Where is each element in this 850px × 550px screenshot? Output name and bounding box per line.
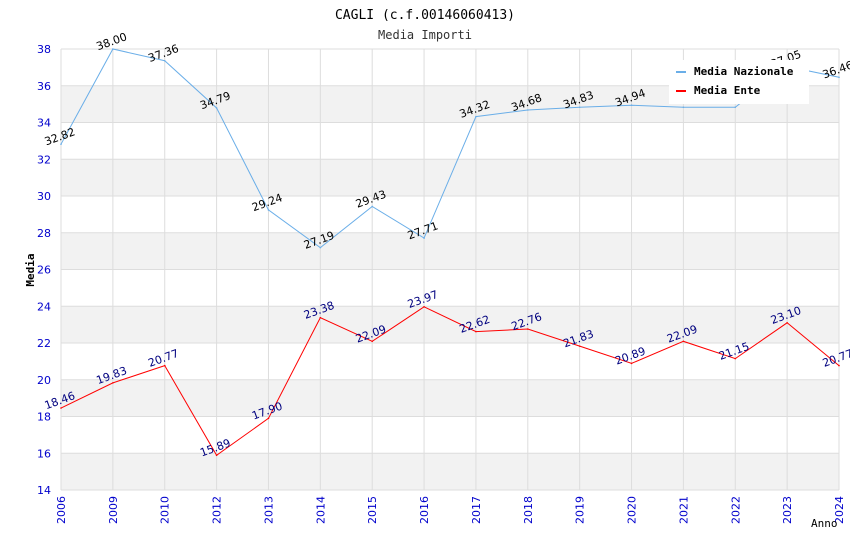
x-tick-label: 2006 bbox=[55, 496, 68, 524]
y-axis-label: Media bbox=[24, 253, 37, 286]
x-axis-label: Anno bbox=[811, 517, 838, 530]
plot-band bbox=[61, 269, 839, 307]
plot-background bbox=[61, 49, 839, 490]
data-point bbox=[371, 340, 374, 343]
plot-band bbox=[61, 306, 839, 343]
data-point bbox=[630, 362, 633, 365]
data-point bbox=[578, 345, 581, 347]
x-tick-label: 2020 bbox=[626, 496, 639, 524]
x-tick-label: 2018 bbox=[522, 496, 535, 524]
data-point bbox=[60, 407, 62, 409]
x-tick-label: 2019 bbox=[574, 496, 587, 524]
data-point bbox=[215, 107, 218, 109]
data-point bbox=[267, 209, 270, 211]
data-point bbox=[112, 48, 114, 50]
x-tick-label: 2014 bbox=[314, 496, 327, 524]
data-point bbox=[163, 59, 166, 62]
x-tick-label: 2023 bbox=[781, 496, 794, 524]
data-point bbox=[578, 106, 581, 109]
plot-band bbox=[61, 122, 839, 160]
data-point bbox=[838, 364, 840, 367]
x-tick-label: 2009 bbox=[107, 496, 120, 524]
data-point bbox=[423, 237, 425, 239]
plot-band bbox=[61, 196, 839, 233]
y-tick-label: 24 bbox=[37, 300, 51, 313]
plot-band bbox=[61, 453, 839, 490]
legend: Media Nazionale Media Ente bbox=[669, 60, 809, 104]
y-tick-label: 32 bbox=[37, 153, 51, 166]
data-point bbox=[423, 306, 425, 308]
chart-title: CAGLI (c.f.00146060413) bbox=[335, 8, 515, 23]
series-line-ente bbox=[60, 306, 840, 456]
y-tick-label: 38 bbox=[37, 43, 51, 56]
data-point bbox=[215, 454, 218, 457]
x-tick-label: 2013 bbox=[262, 496, 275, 524]
x-axis-ticks: 2006 2009 2010 2012 2013 2014 2015 2016 2017 2018… bbox=[55, 496, 846, 524]
data-point bbox=[734, 357, 737, 360]
plot-band bbox=[61, 343, 839, 380]
data-point bbox=[319, 246, 322, 249]
x-tick-label: 2015 bbox=[366, 496, 379, 524]
x-tick-label: 2012 bbox=[211, 496, 224, 524]
y-tick-label: 36 bbox=[37, 80, 51, 93]
series-line-nazionale bbox=[60, 48, 840, 249]
data-point bbox=[682, 340, 685, 343]
data-point bbox=[527, 109, 529, 111]
data-point bbox=[475, 330, 477, 333]
plot-band bbox=[61, 232, 839, 270]
y-tick-label: 18 bbox=[37, 411, 51, 424]
data-point bbox=[267, 417, 270, 420]
data-point bbox=[630, 104, 633, 107]
x-tick-label: 2017 bbox=[470, 496, 483, 524]
plot-band bbox=[61, 379, 839, 417]
legend-label-ente: Media Ente bbox=[694, 84, 761, 97]
data-point bbox=[163, 364, 166, 367]
y-tick-label: 28 bbox=[37, 227, 51, 240]
x-tick-label: 2022 bbox=[729, 496, 742, 524]
chart-subtitle: Media Importi bbox=[378, 28, 472, 42]
y-axis-ticks: 14 16 18 20 22 24 26 28 30 32 34 36 38 bbox=[37, 43, 51, 497]
data-point bbox=[838, 76, 840, 79]
data-point bbox=[786, 321, 788, 324]
data-point bbox=[112, 382, 114, 384]
data-point bbox=[682, 106, 685, 109]
x-tick-label: 2016 bbox=[418, 496, 431, 524]
y-tick-label: 14 bbox=[37, 484, 51, 497]
data-point bbox=[734, 106, 737, 109]
y-tick-label: 34 bbox=[37, 117, 51, 130]
data-point bbox=[60, 143, 62, 145]
series-lines bbox=[60, 48, 840, 457]
y-tick-label: 22 bbox=[37, 337, 51, 350]
data-point bbox=[475, 115, 477, 118]
data-point bbox=[527, 328, 529, 330]
legend-box bbox=[669, 60, 809, 104]
data-point bbox=[319, 316, 322, 319]
y-tick-label: 20 bbox=[37, 374, 51, 387]
y-tick-label: 30 bbox=[37, 190, 51, 203]
y-tick-label: 16 bbox=[37, 447, 51, 460]
y-tick-label: 26 bbox=[37, 264, 51, 277]
grid-lines bbox=[60, 48, 840, 491]
x-tick-label: 2024 bbox=[833, 496, 846, 524]
x-tick-label: 2021 bbox=[677, 496, 690, 524]
legend-label-nazionale: Media Nazionale bbox=[694, 65, 794, 78]
data-point bbox=[371, 205, 374, 208]
plot-band bbox=[61, 416, 839, 454]
x-tick-label: 2010 bbox=[159, 496, 172, 524]
